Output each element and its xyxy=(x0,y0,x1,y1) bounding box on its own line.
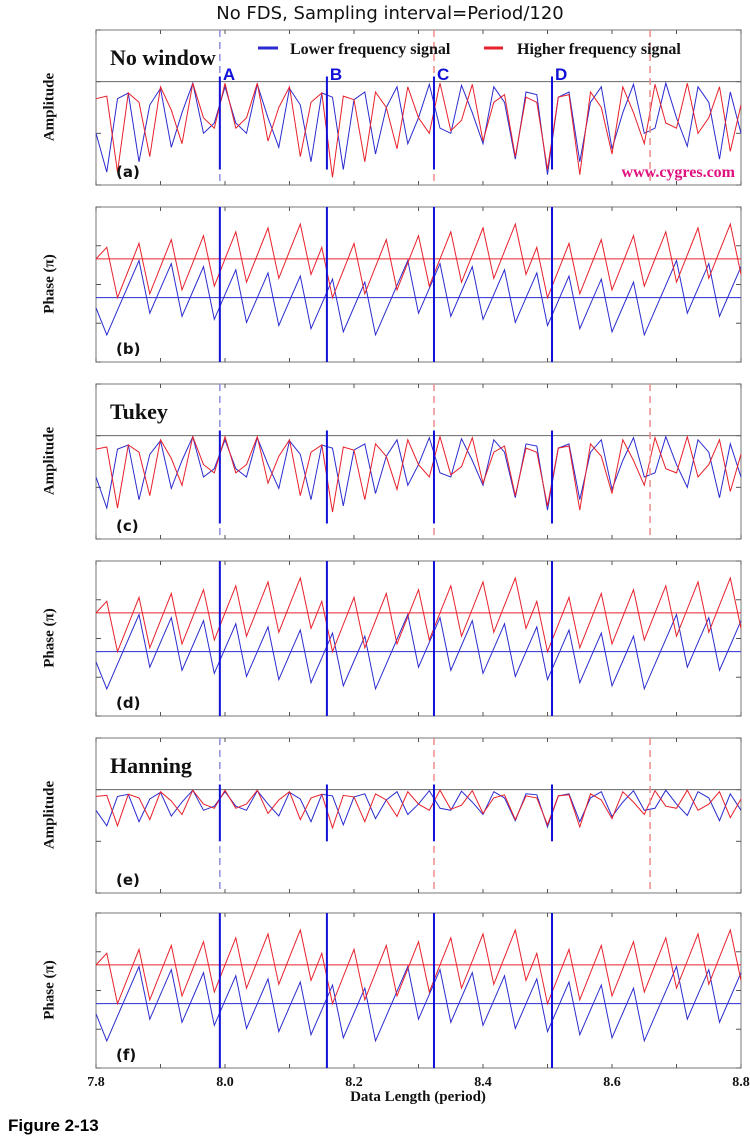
higher-frequency-series xyxy=(95,434,742,513)
marker-label-a: A xyxy=(223,65,235,84)
lower-frequency-series xyxy=(95,789,742,829)
x-tick-label: 8.2 xyxy=(345,1075,363,1090)
panel-f: (f) 7.8 8.0 8.2 8.4 8.6 8.8 xyxy=(87,912,750,1090)
lower-frequency-series xyxy=(95,258,742,337)
lower-frequency-series xyxy=(95,964,742,1043)
x-tick-label: 8.6 xyxy=(603,1075,621,1090)
panel-id: (e) xyxy=(116,871,140,889)
panel-e: Hanning (e) xyxy=(95,737,742,894)
marker-label-b: B xyxy=(330,65,342,84)
higher-frequency-series xyxy=(95,222,742,300)
panel-b: (b) xyxy=(95,206,742,363)
amplitude-label: Amplitude xyxy=(41,72,58,142)
higher-frequency-series xyxy=(95,576,742,654)
chart-title: No FDS, Sampling interval=Period/120 xyxy=(216,3,564,24)
higher-frequency-series xyxy=(95,83,742,178)
marker-label-c: C xyxy=(437,65,449,84)
legend-label-higher: Higher frequency signal xyxy=(517,41,681,58)
legend-label-lower: Lower frequency signal xyxy=(290,41,451,58)
amplitude-label: Amplitude xyxy=(41,780,58,850)
plot-frame xyxy=(95,737,742,894)
phase-label: Phase (π) xyxy=(41,608,58,668)
phase-label: Phase (π) xyxy=(41,254,58,314)
lower-frequency-series xyxy=(95,81,742,175)
panel-id: (d) xyxy=(116,694,140,712)
panel-id: (a) xyxy=(116,163,140,181)
panel-id: (b) xyxy=(116,340,140,358)
x-axis-label: Data Length (period) xyxy=(350,1089,486,1105)
x-tick-label: 8.8 xyxy=(732,1075,750,1090)
phase-label: Phase (π) xyxy=(41,960,58,1020)
amplitude-label: Amplitude xyxy=(41,426,58,496)
watermark: www.cygres.com xyxy=(622,164,736,181)
panel-id: (c) xyxy=(116,517,139,535)
x-tick-label: 7.8 xyxy=(87,1075,105,1090)
panel-a: A B C D No window (a) Lower frequency signal Hi… xyxy=(95,29,742,186)
x-tick-label: 8.4 xyxy=(474,1075,492,1090)
window-label: Tukey xyxy=(110,399,168,424)
marker-label-d: D xyxy=(555,65,567,84)
lower-frequency-series xyxy=(95,435,742,511)
plot-frame xyxy=(95,383,742,540)
panel-c: Tukey (c) xyxy=(95,383,742,540)
higher-frequency-series xyxy=(95,789,742,830)
panel-id: (f) xyxy=(116,1046,136,1064)
panels: A B C D No window (a) Lower frequency signal Hi… xyxy=(87,29,750,1090)
window-label: No window xyxy=(110,45,216,70)
x-tick-label: 8.0 xyxy=(216,1075,234,1090)
figure-caption: Figure 2-13 xyxy=(8,1116,99,1135)
window-label: Hanning xyxy=(110,753,192,778)
panel-d: (d) xyxy=(95,560,742,717)
lower-frequency-series xyxy=(95,612,742,691)
higher-frequency-series xyxy=(95,928,742,1006)
